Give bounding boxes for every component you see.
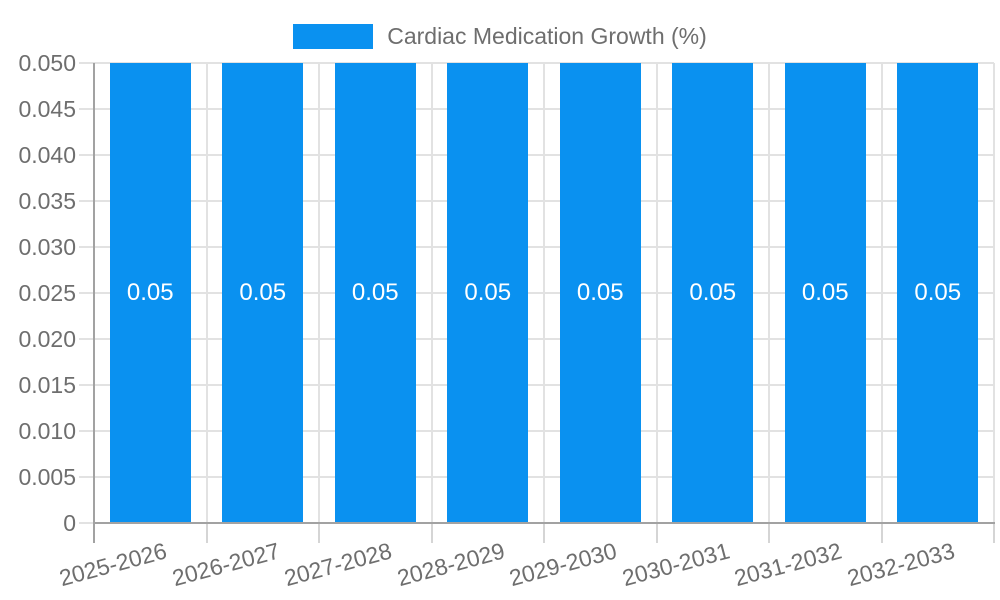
x-gridline [993,63,995,523]
x-tick [768,523,770,543]
x-gridline [543,63,545,523]
bar-value-label: 0.05 [239,279,287,306]
y-axis-tick-label: 0.040 [18,142,76,168]
y-axis-tick-label: 0.030 [18,234,76,260]
y-axis-tick-label: 0.020 [18,326,76,352]
x-axis-line [93,522,995,524]
bar[interactable] [447,63,529,523]
y-gridline [79,384,994,386]
y-gridline [79,292,994,294]
x-tick [205,523,208,543]
x-tick [430,523,433,543]
bar-value-label: 0.05 [914,279,962,306]
x-tick [318,523,320,543]
y-tick [79,522,94,524]
bar-value-label: 0.05 [689,279,737,306]
bar[interactable] [334,63,416,523]
x-tick [543,523,545,543]
y-axis-tick-label: 0.050 [18,50,76,76]
bar[interactable] [222,63,304,523]
y-axis-tick-label: 0 [63,510,76,536]
legend[interactable]: Cardiac Medication Growth (%) [0,16,1000,56]
y-gridline [79,246,994,248]
bar[interactable] [109,63,191,523]
y-axis-tick-label: 0.035 [18,188,76,214]
x-gridline [655,63,658,523]
y-axis-tick-label: 0.045 [18,96,76,122]
y-gridline [79,338,994,340]
x-gridline [205,63,208,523]
x-gridline [768,63,770,523]
y-axis-line [93,63,95,543]
y-gridline [79,430,994,432]
legend-label: Cardiac Medication Growth (%) [387,22,707,49]
bar-value-label: 0.05 [576,279,624,306]
y-gridline [79,62,994,64]
x-tick [655,523,658,543]
y-axis-tick-label: 0.015 [18,372,76,398]
x-gridline [318,63,320,523]
bar[interactable] [672,63,754,523]
bar-value-label: 0.05 [351,279,399,306]
y-gridline [79,108,994,110]
y-gridline [79,154,994,156]
y-gridline [79,476,994,478]
bar[interactable] [559,63,641,523]
y-gridline [79,200,994,202]
y-axis-tick-label: 0.005 [18,464,76,490]
bar-value-label: 0.05 [801,279,849,306]
legend-swatch [293,23,374,49]
bar-value-label: 0.05 [126,279,174,306]
y-axis-tick-label: 0.010 [18,418,76,444]
x-tick [880,523,883,543]
x-gridline [880,63,883,523]
bar[interactable] [897,63,979,523]
x-tick [993,523,995,543]
y-axis-tick-label: 0.025 [18,280,76,306]
x-gridline [430,63,433,523]
bar-value-label: 0.05 [464,279,512,306]
bar[interactable] [784,63,866,523]
